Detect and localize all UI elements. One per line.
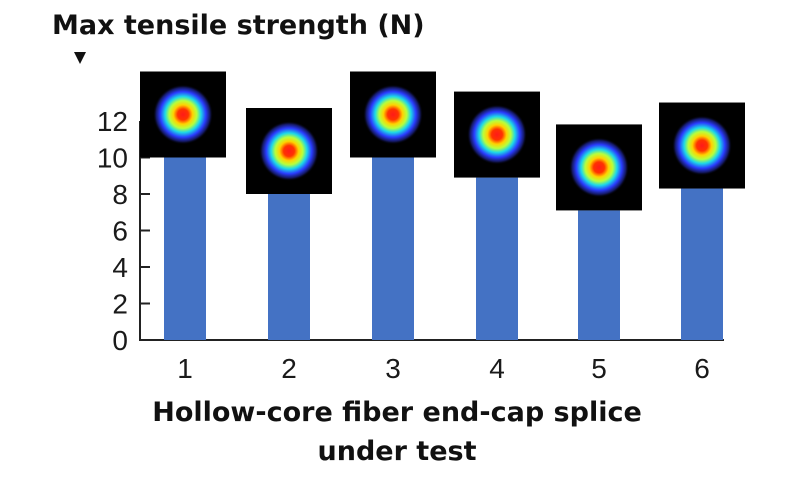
x-tick-label: 6 xyxy=(694,353,710,384)
bars-group xyxy=(164,157,723,340)
x-axis-label-line-1: Hollow-core fiber end-cap splice xyxy=(152,397,642,428)
y-axis-label: Max tensile strength (N) xyxy=(52,10,425,41)
bar-1 xyxy=(164,157,206,340)
y-tick-label: 8 xyxy=(112,179,128,210)
y-tick-label: 2 xyxy=(112,289,128,320)
y-ticks: 0 2 4 6 8 10 12 xyxy=(97,106,150,356)
x-tick-label: 3 xyxy=(385,353,401,384)
bar-6 xyxy=(681,188,723,340)
y-tick-label: 6 xyxy=(112,216,128,247)
beam-profile-insets xyxy=(140,71,745,211)
y-tick-label: 0 xyxy=(112,325,128,356)
x-axis-label-line-2: under test xyxy=(318,436,477,467)
x-tick-label: 5 xyxy=(591,353,607,384)
beam-profile-icon xyxy=(454,91,540,178)
y-tick-label: 4 xyxy=(112,252,128,283)
y-tick-label: 12 xyxy=(97,106,128,137)
bar-4 xyxy=(476,177,518,340)
beam-profile-icon xyxy=(350,71,436,158)
beam-profile-icon xyxy=(556,124,642,211)
x-tick-label: 2 xyxy=(281,353,297,384)
beam-profile-icon xyxy=(659,102,745,189)
beam-profile-icon xyxy=(246,108,332,194)
x-ticks: 1 2 3 4 5 6 xyxy=(177,353,710,384)
bar-2 xyxy=(268,194,310,340)
y-tick-label: 10 xyxy=(97,143,128,174)
y-axis-arrow-icon xyxy=(74,52,86,64)
x-tick-label: 4 xyxy=(489,353,505,384)
beam-profile-icon xyxy=(140,71,226,158)
bar-5 xyxy=(578,210,620,340)
x-tick-label: 1 xyxy=(177,353,193,384)
bar-3 xyxy=(372,157,414,340)
